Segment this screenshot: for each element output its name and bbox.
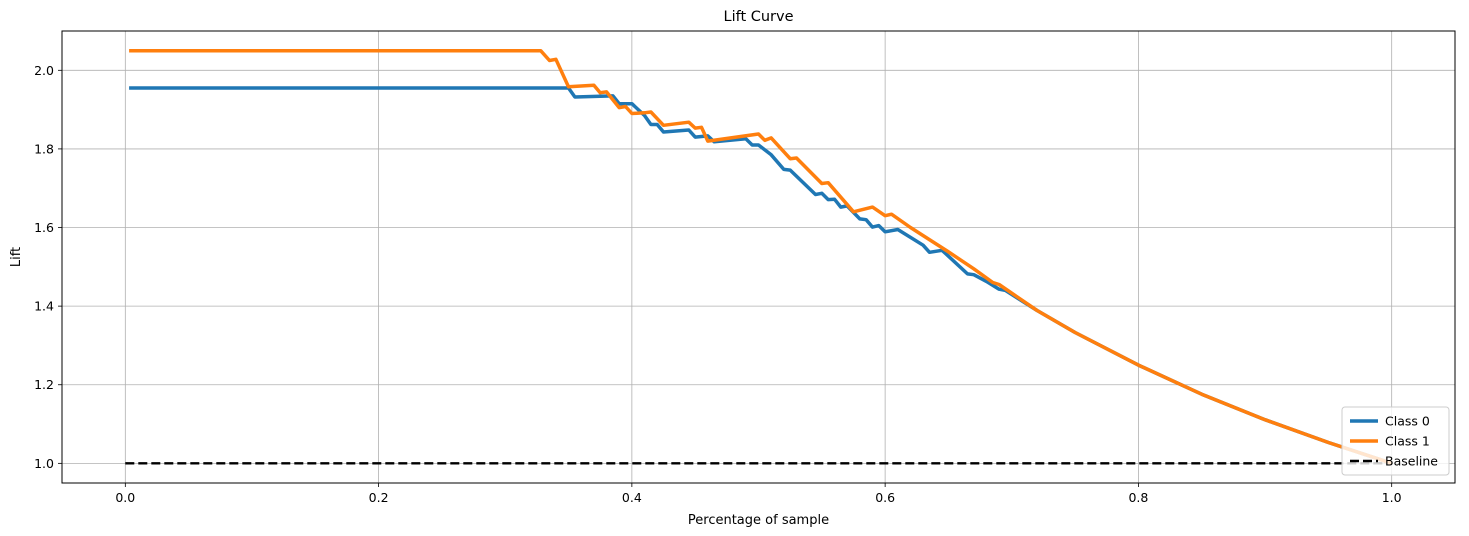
y-tick-label: 1.6: [34, 220, 54, 235]
y-tick-label: 2.0: [34, 63, 54, 78]
y-tick-label: 1.8: [34, 141, 54, 156]
x-tick-label: 0.2: [369, 490, 389, 505]
legend-entry-label: Class 1: [1385, 434, 1430, 449]
x-tick-label: 0.0: [115, 490, 135, 505]
legend: Class 0 Class 1 Baseline: [1341, 406, 1450, 476]
axis-ticks: 0.0 0.2 0.4 0.6 0.8 1.0 1.0 1.2 1.4 1.6 1.8 2.0: [34, 63, 1402, 505]
x-tick-label: 0.6: [875, 490, 895, 505]
x-tick-label: 1.0: [1382, 490, 1402, 505]
x-tick-label: 0.8: [1128, 490, 1148, 505]
y-tick-label: 1.0: [34, 456, 54, 471]
chart-title: Lift Curve: [723, 9, 793, 25]
x-axis-label: Percentage of sample: [688, 513, 829, 528]
series-line-class-1: [129, 48, 1393, 465]
legend-box: [1341, 406, 1450, 476]
series-lines: [125, 48, 1393, 465]
y-tick-label: 1.4: [34, 299, 54, 314]
legend-entry-label: Baseline: [1385, 454, 1438, 469]
y-axis-label: Lift: [9, 247, 24, 267]
legend-entry-label: Class 0: [1385, 414, 1430, 429]
grid-lines: [62, 31, 1455, 483]
series-line-class-0: [129, 86, 1393, 465]
x-tick-label: 0.4: [622, 490, 642, 505]
plot-frame: [61, 30, 1456, 484]
y-tick-label: 1.2: [34, 377, 54, 392]
